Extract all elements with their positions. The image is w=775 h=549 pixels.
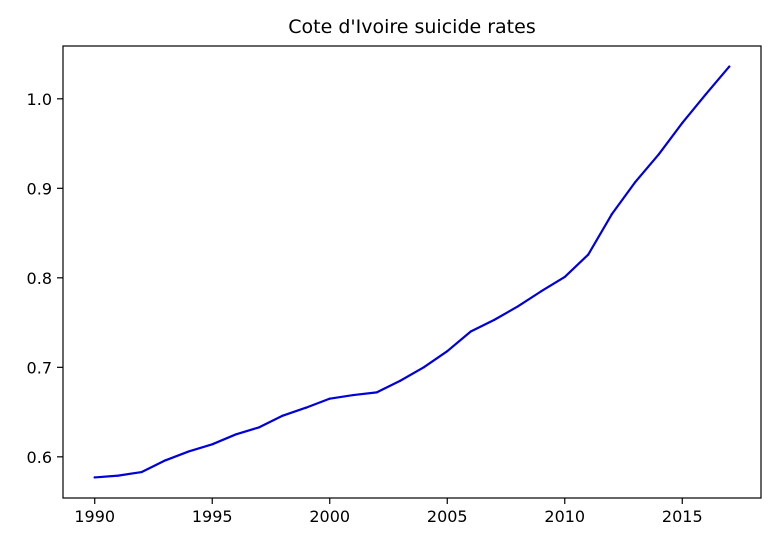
data-point bbox=[117, 474, 120, 477]
axes-frame bbox=[62, 45, 762, 499]
chart-title: Cote d'Ivoire suicide rates bbox=[288, 16, 535, 38]
data-point bbox=[446, 350, 449, 353]
data-point bbox=[164, 459, 167, 462]
data-point bbox=[587, 253, 590, 256]
data-point bbox=[328, 397, 331, 400]
x-tick-label: 2005 bbox=[427, 507, 468, 526]
data-point bbox=[704, 93, 707, 96]
y-tick-label: 0.7 bbox=[27, 358, 52, 377]
x-tick-label: 1990 bbox=[74, 507, 115, 526]
y-tick-label: 0.8 bbox=[27, 269, 52, 288]
y-tick-label: 1.0 bbox=[27, 90, 52, 109]
data-point bbox=[469, 330, 472, 333]
series-line-0 bbox=[93, 65, 731, 479]
data-point bbox=[493, 318, 496, 321]
data-point bbox=[540, 290, 543, 293]
data-point bbox=[375, 391, 378, 394]
x-tick-label: 2010 bbox=[544, 507, 585, 526]
data-point bbox=[422, 366, 425, 369]
data-point bbox=[258, 426, 261, 429]
data-point bbox=[187, 450, 190, 453]
data-point bbox=[657, 153, 660, 156]
data-point bbox=[610, 213, 613, 216]
data-point bbox=[234, 433, 237, 436]
x-axis: 1990 1995 2000 2005 2010 2015 bbox=[74, 498, 703, 526]
y-tick-label: 0.6 bbox=[27, 448, 52, 467]
data-point bbox=[399, 379, 402, 382]
data-point bbox=[352, 393, 355, 397]
y-tick-label: 0.9 bbox=[27, 179, 52, 198]
data-point bbox=[516, 305, 519, 308]
data-point bbox=[634, 180, 637, 184]
data-point bbox=[140, 470, 143, 474]
data-point bbox=[563, 275, 566, 279]
data-point bbox=[728, 65, 731, 68]
data-point bbox=[681, 121, 684, 125]
x-tick-label: 2015 bbox=[662, 507, 703, 526]
y-axis: 0.6 0.7 0.8 0.9 1.0 bbox=[27, 90, 63, 467]
x-tick-label: 1995 bbox=[192, 507, 233, 526]
data-point bbox=[211, 443, 214, 446]
data-point bbox=[305, 406, 308, 409]
data-point bbox=[93, 476, 96, 479]
x-tick-label: 2000 bbox=[309, 507, 350, 526]
data-point bbox=[281, 414, 284, 417]
plot-area bbox=[93, 65, 731, 479]
